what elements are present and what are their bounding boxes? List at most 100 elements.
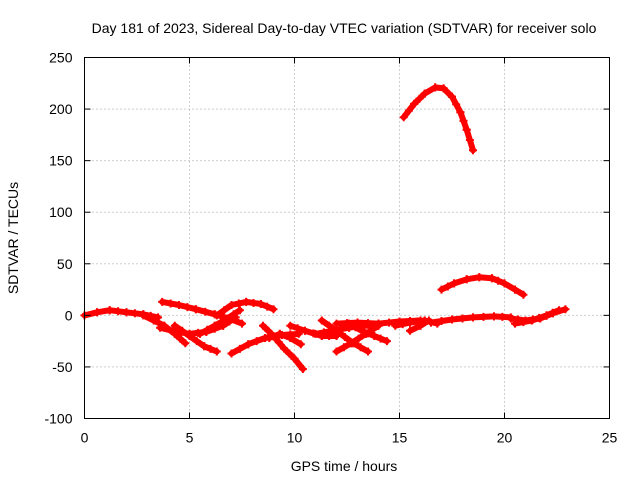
data-point-marker [183,303,192,312]
y-tick-label: 150 [49,153,73,169]
data-point-marker [535,313,544,322]
data-point-marker [264,326,273,335]
data-point-marker [149,316,158,325]
data-point-marker [319,328,328,337]
data-point-marker [420,89,429,98]
x-tick-label: 0 [81,430,89,446]
data-point-marker [519,290,528,299]
data-point-marker [105,306,114,315]
series-arc-22 [437,273,528,299]
series-arc-7 [212,297,278,320]
data-point-marker [416,321,425,330]
data-point-marker [364,319,372,328]
y-tick-label: 100 [49,204,73,220]
data-point-marker [490,312,498,321]
data-point-marker [340,333,349,341]
y-tick-label: -50 [52,359,72,375]
data-point-marker [456,108,465,117]
data-point-marker [212,347,221,356]
data-point-marker [185,332,194,340]
data-point-marker [229,310,238,319]
data-point-marker [181,339,190,348]
data-point-marker [391,321,400,330]
data-point-marker [542,311,551,320]
chart-title: Day 181 of 2023, Sidereal Day-to-day VTE… [92,20,597,36]
data-point-marker [114,307,123,316]
grid [84,57,610,419]
data-point-marker [290,354,299,363]
data-point-marker [317,316,326,325]
data-point-marker [212,311,221,320]
data-point-marker [494,276,503,285]
data-point-marker [210,321,219,330]
data-point-marker [93,308,102,317]
series-arc-10 [265,329,305,349]
data-point-marker [301,326,309,335]
data-point-marker [242,297,251,306]
x-tick-label: 25 [602,430,618,446]
x-axis-label: GPS time / hours [291,458,398,474]
series-arc-21 [511,306,564,328]
data-point-marker [166,299,175,308]
data-point-marker [158,297,167,306]
data-point-marker [235,344,244,353]
data-point-marker [235,306,244,315]
data-point-marker [555,306,564,315]
data-point-marker [527,316,536,325]
data-point-marker [382,337,391,346]
data-point-marker [469,313,477,322]
data-point-marker [192,337,201,346]
series-arc-19 [427,312,515,327]
data-point-marker [130,309,139,318]
data-point-marker [244,340,253,349]
data-point-marker [469,146,477,155]
data-point-marker [439,84,448,93]
data-point-marker [343,319,351,328]
data-point-marker [450,279,459,288]
series-line [266,330,304,348]
data-point-marker [227,301,236,309]
data-point-marker [376,334,385,343]
data-point-marker [203,325,212,334]
x-tick-label: 15 [392,430,408,446]
data-point-marker [498,312,507,321]
data-point-marker [178,326,187,335]
data-point-marker [548,308,557,317]
data-point-marker [269,305,278,314]
data-point-marker [259,321,267,330]
series-arc-6 [196,306,244,338]
data-point-marker [370,332,379,340]
data-point-marker [364,329,372,338]
data-point-marker [404,106,413,115]
data-point-marker [252,337,261,346]
y-tick-label: 200 [49,101,73,117]
data-point-marker [296,340,305,349]
data-point-marker [325,321,334,330]
data-point-marker [298,365,307,373]
data-point-marker [431,83,440,92]
data-point-marker [332,347,341,356]
data-point-marker [249,299,258,307]
data-point-marker [191,305,200,314]
data-point-marker [465,136,474,144]
data-point-marker [234,299,243,308]
data-point-marker [227,349,236,358]
data-point-marker [415,94,424,103]
data-point-marker [364,347,372,356]
series-arc-5 [170,321,221,356]
ticks: 0 5 10 15 20 25 -100 -50 0 50 100 150 200 250 [44,50,617,446]
plot-frame [84,57,610,419]
data-point-marker [175,301,183,309]
data-point-marker [487,274,496,283]
series-line [213,298,277,319]
y-tick-label: -100 [44,411,72,427]
data-point-marker [506,314,515,323]
data-point-marker [443,282,452,291]
data-point-marker [406,318,414,327]
data-point-marker [274,338,283,347]
data-point-marker [519,318,528,327]
data-point-marker [479,312,488,321]
data-point-marker [448,315,456,324]
data-point-marker [285,349,294,358]
